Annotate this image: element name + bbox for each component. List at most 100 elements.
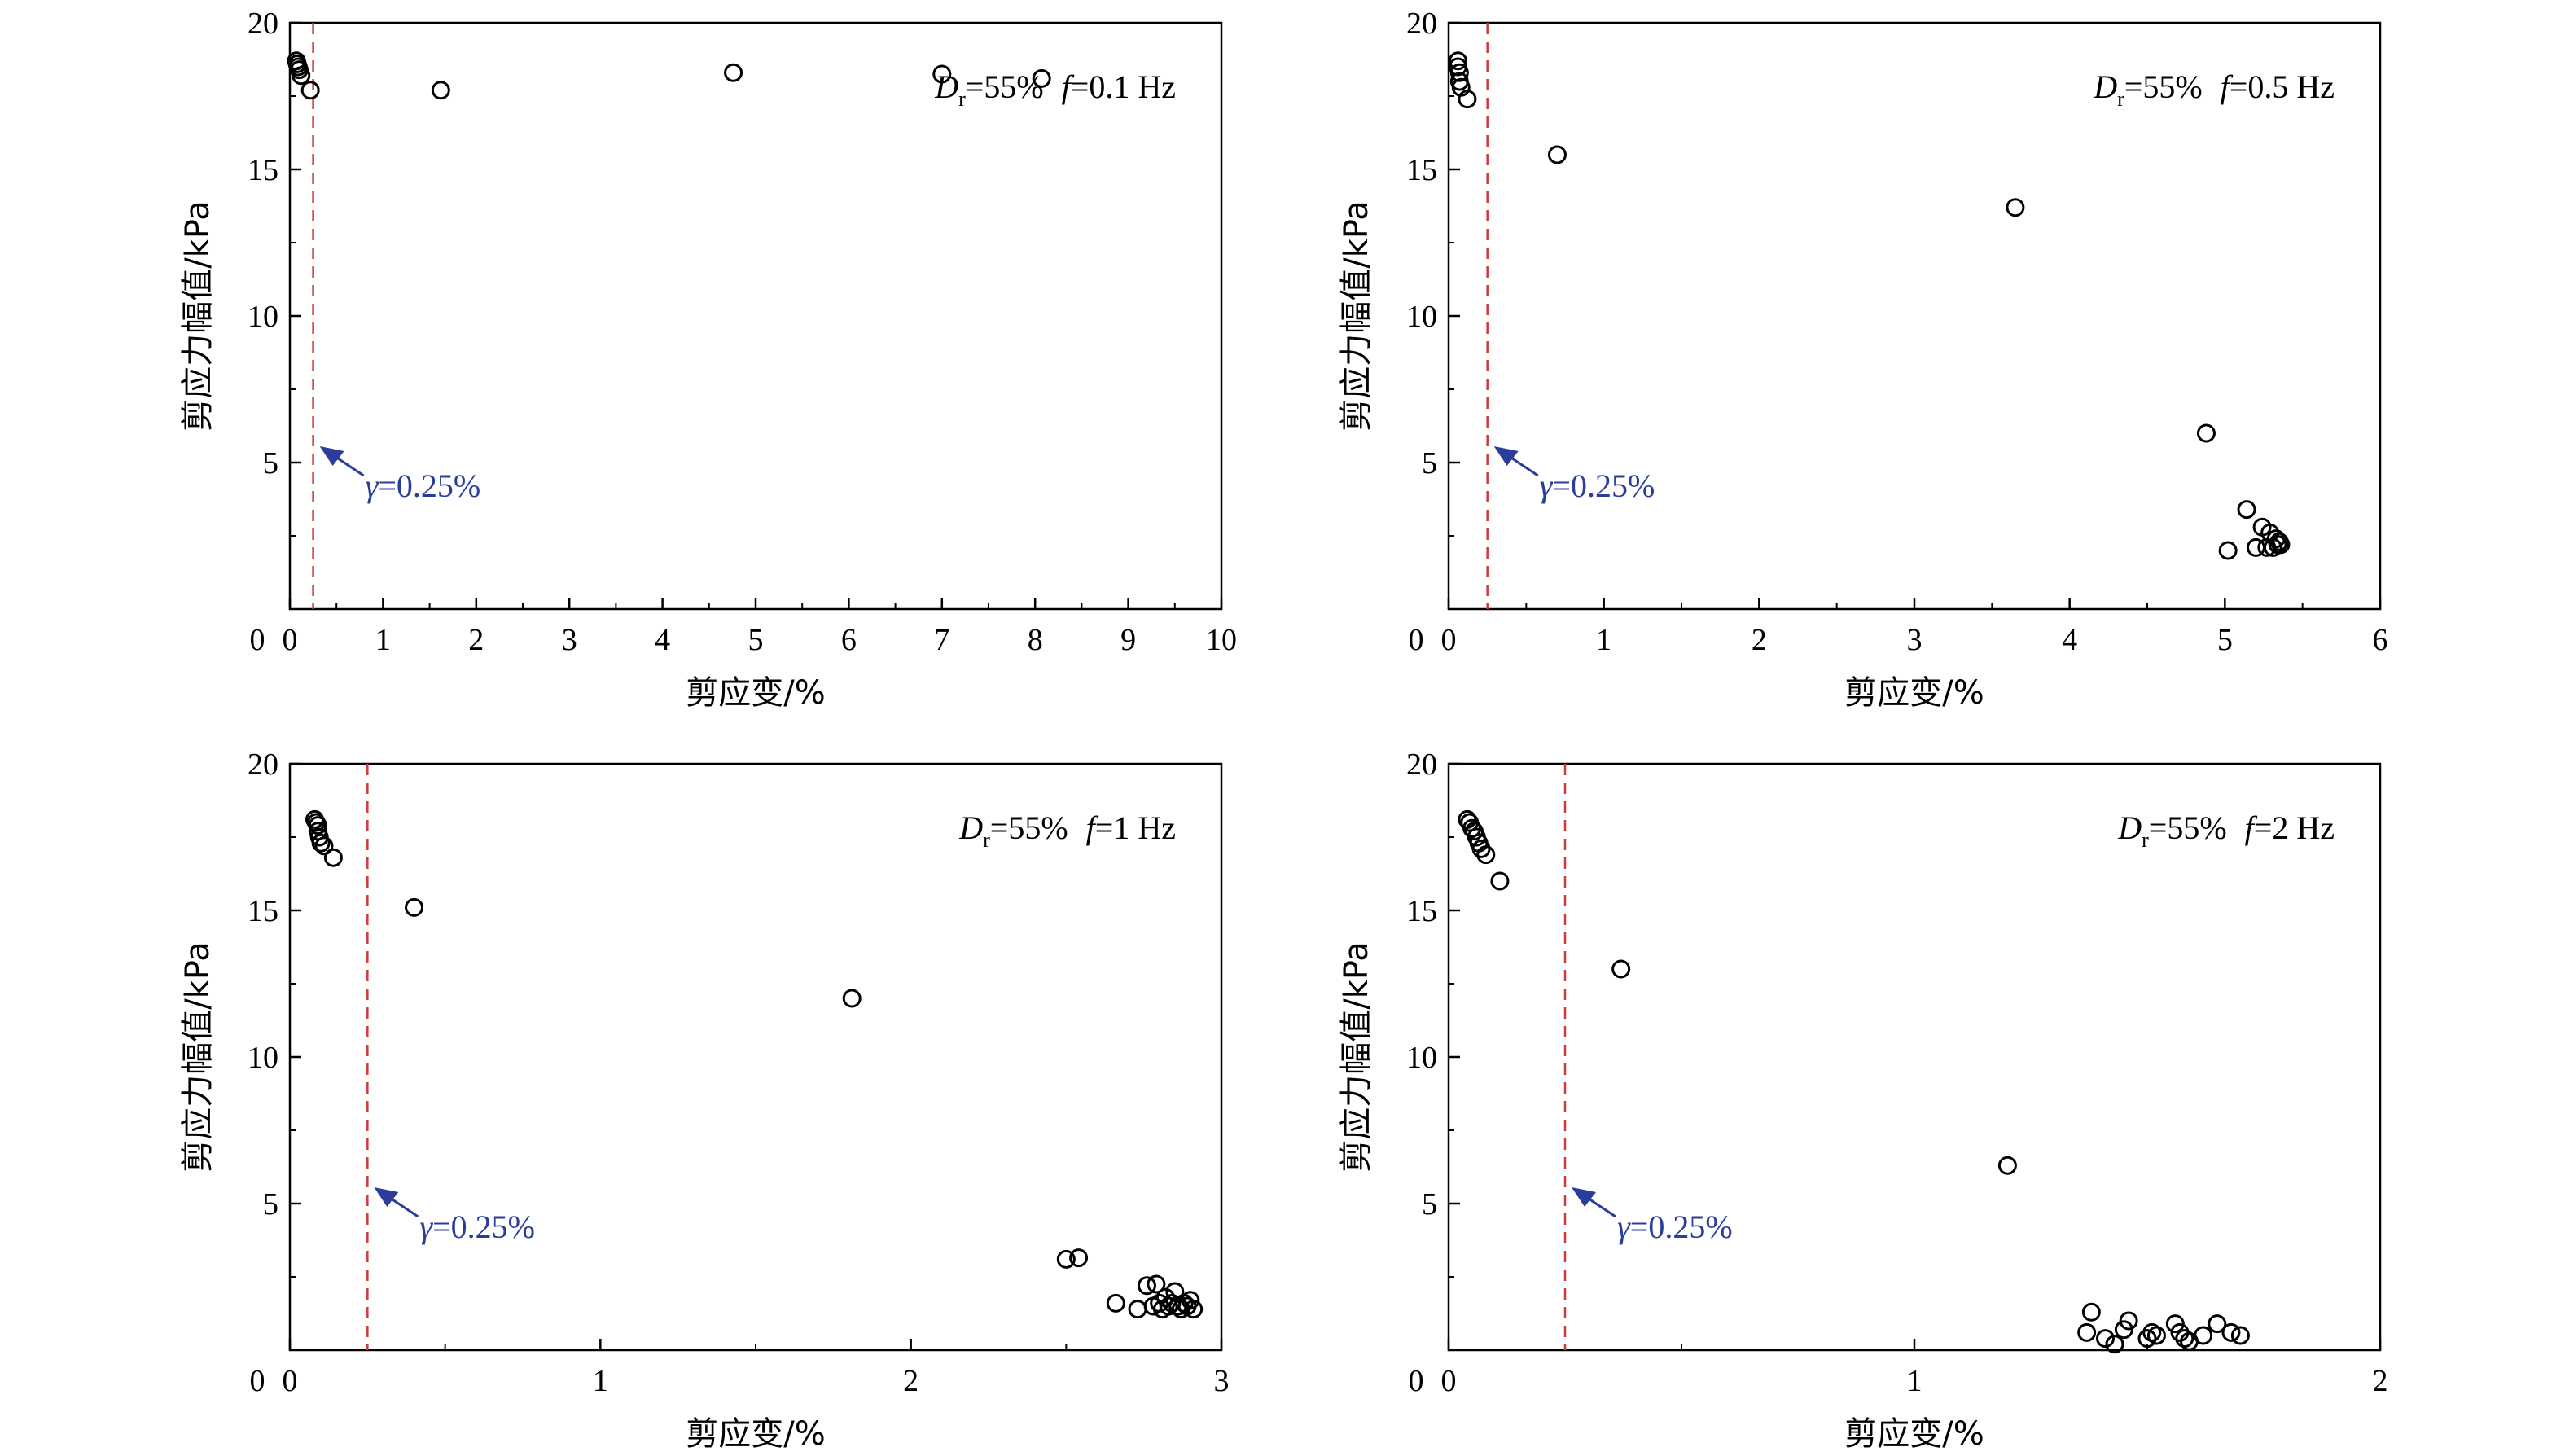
data-point <box>1184 1300 1204 1319</box>
threshold-label: γ=0.25% <box>419 1208 535 1245</box>
data-point <box>1069 1248 1089 1268</box>
x-tick-label: 5 <box>2217 623 2233 657</box>
dr-value: =55% <box>2149 809 2227 846</box>
dr-symbol: D <box>2117 809 2142 846</box>
data-point <box>2221 1322 2241 1342</box>
freq-value: =0.5 Hz <box>2230 68 2335 105</box>
x-axis-label: 剪应变/% <box>1844 1415 1984 1453</box>
data-point <box>2208 1314 2227 1334</box>
data-point <box>1147 1274 1166 1294</box>
gamma-value: =0.25% <box>378 467 480 504</box>
data-point <box>1458 90 1477 109</box>
x-tick-label: 3 <box>1907 623 1923 657</box>
x-tick-label: 7 <box>934 623 949 657</box>
origin-label: 0 <box>250 1364 265 1398</box>
x-tick-label: 6 <box>841 623 857 657</box>
x-tick-label: 0 <box>1441 1364 1457 1398</box>
data-point <box>1137 1276 1156 1296</box>
data-point <box>1449 63 1469 82</box>
threshold-arrow <box>374 1187 419 1218</box>
data-point <box>1056 1249 1076 1269</box>
data-point <box>2119 1311 2138 1331</box>
data-point <box>724 63 743 82</box>
dr-symbol: D <box>2093 68 2117 105</box>
y-axis-label: 剪应力幅值/kPa <box>1338 941 1375 1172</box>
chart-panel-1: 0 1 2 3 4 5 6 7 8 9 10 5 10 15 20 0 剪应变/% 剪应力幅值/kPa γ=0.25… <box>179 7 1237 712</box>
data-point <box>300 81 320 100</box>
freq-value: =1 Hz <box>1095 809 1176 846</box>
y-tick-label: 10 <box>248 300 278 334</box>
dr-symbol: D <box>958 809 983 846</box>
chart-panel-3: 0 1 2 3 5 10 15 20 0 剪应变/% 剪应力幅值/kPa γ=0.25% Dr=55% f… <box>179 748 1230 1453</box>
data-point <box>323 848 343 867</box>
data-points <box>1448 51 2291 560</box>
dr-value: =55% <box>2124 68 2203 105</box>
threshold-label: γ=0.25% <box>1540 467 1655 504</box>
y-tick-label: 20 <box>248 748 278 782</box>
x-tick-label: 0 <box>1441 623 1457 657</box>
freq-value: =0.1 Hz <box>1071 68 1176 105</box>
data-point <box>2096 1329 2116 1349</box>
y-axis-label: 剪应力幅值/kPa <box>1338 200 1375 431</box>
data-point <box>2077 1322 2097 1342</box>
data-point <box>842 989 862 1008</box>
y-tick-label: 5 <box>1422 446 1437 480</box>
dr-subscript: r <box>983 828 990 852</box>
data-point <box>2218 541 2238 560</box>
data-point <box>2114 1320 2133 1340</box>
data-point <box>2271 535 2291 555</box>
dr-symbol: D <box>934 68 958 105</box>
y-axis-label: 剪应力幅值/kPa <box>179 941 217 1172</box>
x-tick-label: 5 <box>748 623 764 657</box>
arrow-head <box>1572 1187 1596 1207</box>
data-point <box>1448 51 1467 71</box>
threshold-label: γ=0.25% <box>366 467 481 504</box>
data-point <box>2196 423 2216 443</box>
x-axis-label: 剪应变/% <box>686 674 825 712</box>
condition-label: Dr=55% f=2 Hz <box>2117 809 2335 852</box>
dr-value: =55% <box>990 809 1068 846</box>
arrow-shaft <box>1585 1195 1616 1218</box>
y-tick-label: 15 <box>248 894 278 928</box>
plot-frame <box>1447 21 2382 611</box>
data-point <box>1547 145 1567 164</box>
data-point <box>2194 1326 2213 1345</box>
x-tick-label: 2 <box>903 1364 919 1398</box>
threshold-arrow <box>1493 446 1539 477</box>
data-point <box>932 64 952 84</box>
data-point <box>1155 1287 1175 1307</box>
gamma-value: =0.25% <box>1552 467 1655 504</box>
condition-label: Dr=55% f=1 Hz <box>958 809 1176 852</box>
dr-value: =55% <box>966 68 1044 105</box>
threshold-arrow <box>319 446 365 477</box>
data-point <box>1490 871 1510 891</box>
x-tick-label: 3 <box>1214 1364 1230 1398</box>
arrow-shaft <box>388 1195 419 1218</box>
x-tick-label: 1 <box>1907 1364 1923 1398</box>
data-point <box>431 81 450 100</box>
y-tick-label: 5 <box>263 446 278 480</box>
y-tick-label: 10 <box>248 1041 278 1075</box>
data-point <box>311 833 331 853</box>
arrow-head <box>1493 446 1519 466</box>
arrow-head <box>374 1187 399 1207</box>
x-tick-label: 8 <box>1028 623 1043 657</box>
data-point <box>2006 198 2025 217</box>
data-point <box>1181 1291 1200 1310</box>
y-tick-label: 20 <box>248 7 278 41</box>
condition-label: Dr=55% f=0.5 Hz <box>2093 68 2335 111</box>
data-point <box>405 897 424 917</box>
x-tick-label: 0 <box>283 1364 298 1398</box>
dr-subscript: r <box>958 87 966 111</box>
threshold-arrow <box>1572 1187 1616 1218</box>
y-tick-label: 10 <box>1406 1041 1437 1075</box>
gamma-symbol: γ <box>419 1208 433 1245</box>
data-point <box>314 836 334 856</box>
x-tick-label: 0 <box>283 623 298 657</box>
data-point <box>2237 500 2256 520</box>
y-tick-label: 15 <box>248 153 278 187</box>
origin-label: 0 <box>250 623 265 657</box>
gamma-symbol: γ <box>1540 467 1554 504</box>
data-point <box>2165 1314 2185 1334</box>
